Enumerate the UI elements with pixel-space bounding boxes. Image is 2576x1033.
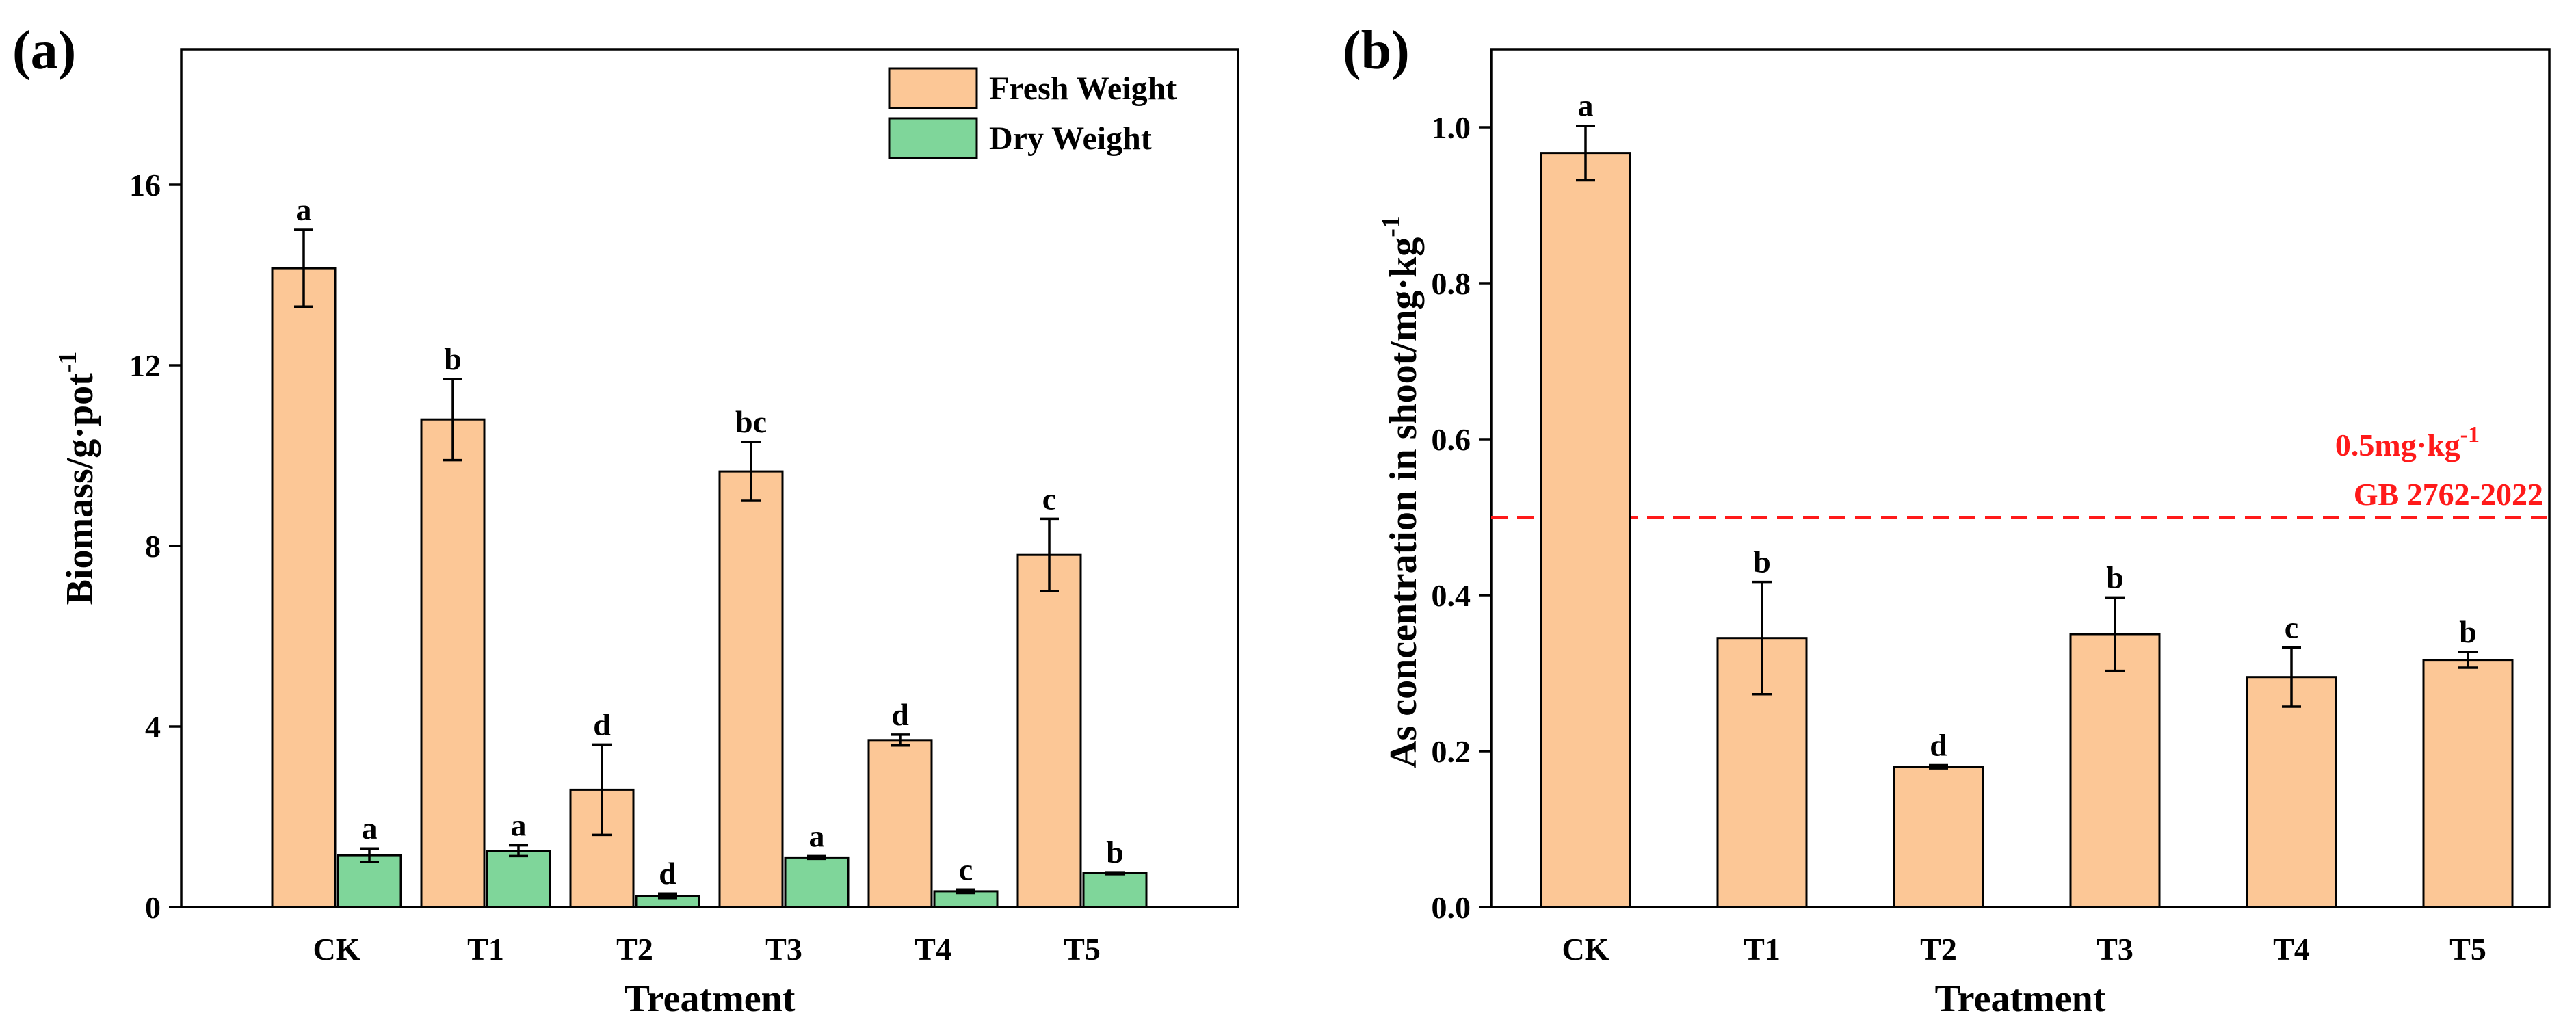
- panel-a-y-tick-label: 0: [145, 890, 161, 925]
- reference-label-limit: 0.5mg·kg-1: [2335, 422, 2480, 462]
- panel-b-y-tick-label: 0.0: [1432, 890, 1471, 925]
- panel-b-x-tick-label: T5: [2449, 932, 2486, 967]
- as-concentration-bar: [1540, 152, 1631, 908]
- legend-swatch-dry-weight: [888, 117, 978, 159]
- significance-label: d: [593, 707, 611, 742]
- significance-label: bc: [735, 404, 767, 439]
- significance-label: a: [296, 192, 312, 227]
- dry-weight-bar: [337, 854, 402, 908]
- panel-a-x-tick-label: T3: [765, 932, 802, 967]
- significance-label: d: [659, 856, 676, 891]
- significance-label: d: [1930, 728, 1947, 763]
- panel-a-y-tick-label: 8: [145, 529, 161, 564]
- panel-b-arsenic-chart: (b) 0.0 0.2 0.4 0.6 0.8 1.0 As concentration in…: [1343, 21, 2551, 1020]
- reference-label-limit-text: 0.5mg·kg: [2335, 428, 2460, 462]
- significance-label: a: [511, 808, 527, 843]
- legend-label-fresh-weight: Fresh Weight: [989, 70, 1177, 107]
- panel-b-y-axis-title: As concentration in shoot/mg·kg-1: [1377, 215, 1425, 768]
- reference-label-standard: GB 2762-2022: [2354, 477, 2543, 512]
- panel-b-x-tick-label: T3: [2097, 932, 2133, 967]
- panel-b-y-tick-label: 0.2: [1432, 734, 1471, 769]
- as-concentration-bar: [2422, 659, 2514, 908]
- panel-b-y-axis-title-superscript: -1: [1377, 215, 1406, 237]
- panel-b-x-axis-title: Treatment: [1935, 978, 2106, 1020]
- legend-label-dry-weight: Dry Weight: [989, 120, 1152, 157]
- fresh-weight-bar: [718, 470, 784, 908]
- panel-a-y-axis-title: Biomass/g·pot-1: [53, 352, 101, 605]
- significance-label: c: [2285, 610, 2298, 644]
- panel-a-x-tick-label: T1: [467, 932, 504, 967]
- panel-b-x-tick-label: CK: [1562, 932, 1609, 967]
- reference-label-limit-superscript: -1: [2460, 422, 2480, 447]
- fresh-weight-bar: [867, 739, 933, 908]
- panel-b-y-tick-label: 0.8: [1432, 266, 1471, 301]
- panel-b-x-tick-label: T4: [2273, 932, 2310, 967]
- fresh-weight-bar: [271, 267, 337, 908]
- panel-b-y-axis-title-text: As concentration in shoot/mg·kg: [1382, 237, 1425, 768]
- legend-swatch-fresh-weight: [888, 67, 978, 109]
- significance-label: d: [891, 697, 909, 732]
- significance-label: b: [1753, 545, 1771, 579]
- panel-label-b: (b): [1343, 21, 1410, 81]
- panel-b-x-tick-label: T2: [1920, 932, 1957, 967]
- panel-a-x-tick-label: T2: [616, 932, 653, 967]
- panel-b-x-tick-label: T1: [1744, 932, 1780, 967]
- panel-a-plot-frame: [180, 48, 1239, 908]
- panel-a-x-tick-label: T5: [1064, 932, 1101, 967]
- significance-label: b: [2106, 560, 2124, 594]
- panel-a-x-axis-title: Treatment: [625, 978, 796, 1020]
- fresh-weight-bar: [420, 418, 486, 908]
- as-concentration-bar: [2246, 676, 2337, 908]
- panel-b-y-tick-label: 0.4: [1432, 578, 1471, 613]
- panel-a-x-tick-label: T4: [915, 932, 951, 967]
- significance-label: c: [959, 852, 973, 887]
- panel-a-y-tick-label: 4: [145, 709, 161, 744]
- panel-a-biomass-chart: (a) 0 4 8 12 16 Biomass/g·pot-1 Treatment CK a a T1…: [12, 21, 1239, 1020]
- fresh-weight-bar: [1016, 553, 1082, 908]
- significance-label: b: [1106, 835, 1124, 869]
- panel-a-x-tick-label: CK: [313, 932, 360, 967]
- panel-a-y-axis-title-text: Biomass/g·pot: [59, 373, 101, 605]
- as-concentration-bar: [1893, 766, 1984, 908]
- significance-label: b: [2459, 614, 2477, 649]
- panel-a-y-tick-label: 12: [129, 348, 161, 383]
- dry-weight-bar: [784, 856, 850, 908]
- as-concentration-bar: [2069, 633, 2161, 908]
- significance-label: a: [1578, 88, 1594, 123]
- panel-a-y-tick-label: 16: [129, 168, 161, 202]
- dry-weight-bar: [486, 850, 551, 908]
- panel-a-y-axis-title-superscript: -1: [53, 352, 82, 374]
- significance-label: a: [362, 811, 378, 846]
- panel-b-y-tick-label: 1.0: [1432, 110, 1471, 145]
- significance-label: b: [444, 341, 462, 376]
- panel-label-a: (a): [12, 21, 76, 81]
- dry-weight-bar: [1082, 872, 1148, 908]
- significance-label: c: [1042, 481, 1056, 516]
- significance-label: a: [809, 818, 825, 853]
- panel-b-y-tick-label: 0.6: [1432, 422, 1471, 457]
- fresh-weight-bar: [569, 788, 635, 908]
- panel-b-plot-frame: [1490, 48, 2551, 908]
